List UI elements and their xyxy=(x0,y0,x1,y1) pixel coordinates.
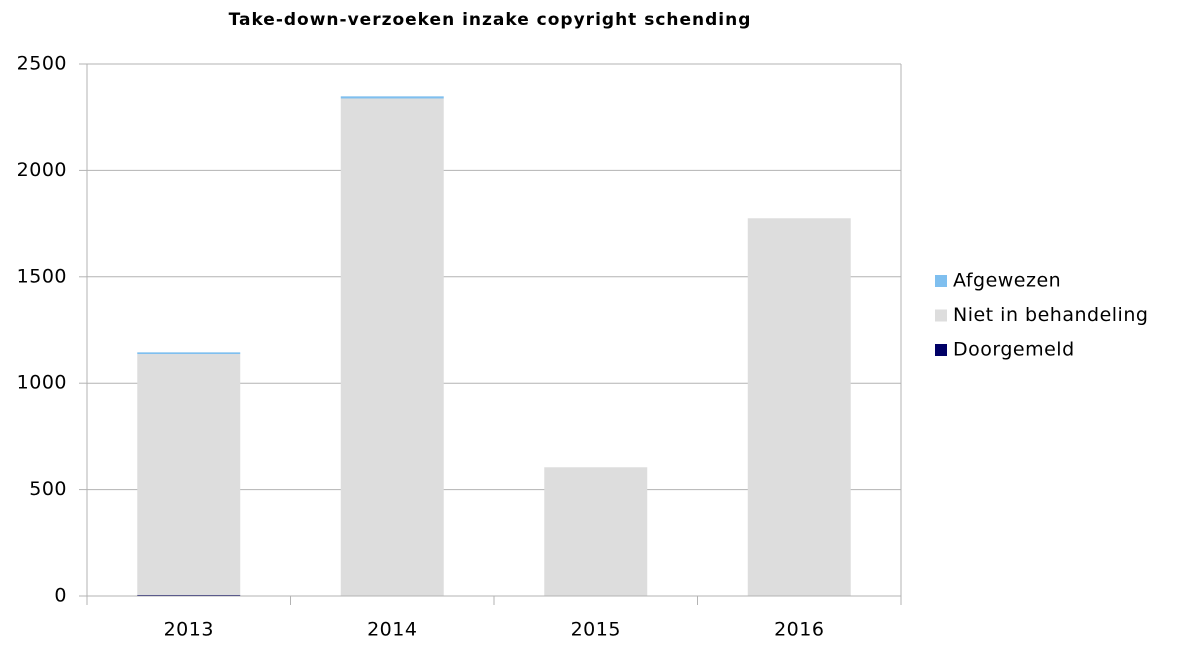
legend-swatch xyxy=(935,275,947,287)
bar-segment xyxy=(544,467,648,596)
x-tick-label: 2015 xyxy=(571,619,621,641)
y-tick-label: 2500 xyxy=(17,53,67,75)
y-tick-label: 500 xyxy=(29,478,67,500)
y-tick-label: 1500 xyxy=(17,265,67,287)
bar-segment xyxy=(137,594,241,596)
legend-label: Niet in behandeling xyxy=(953,304,1148,326)
x-tick-label: 2016 xyxy=(774,619,824,641)
bar-segment xyxy=(137,354,241,595)
y-tick-label: 2000 xyxy=(17,159,67,181)
bar-segment xyxy=(340,96,444,99)
bar-segment xyxy=(137,352,241,355)
legend-swatch xyxy=(935,344,947,356)
y-tick-label: 1000 xyxy=(17,372,67,394)
bar-segment xyxy=(747,218,851,596)
x-tick-label: 2013 xyxy=(164,619,214,641)
legend-swatch xyxy=(935,309,947,322)
legend-label: Doorgemeld xyxy=(953,339,1075,361)
x-tick-label: 2014 xyxy=(367,619,417,641)
bar-segment xyxy=(340,98,444,596)
y-tick-label: 0 xyxy=(54,585,67,607)
legend-label: Afgewezen xyxy=(953,270,1061,292)
chart-title: Take-down-verzoeken inzake copyright sch… xyxy=(229,10,752,30)
